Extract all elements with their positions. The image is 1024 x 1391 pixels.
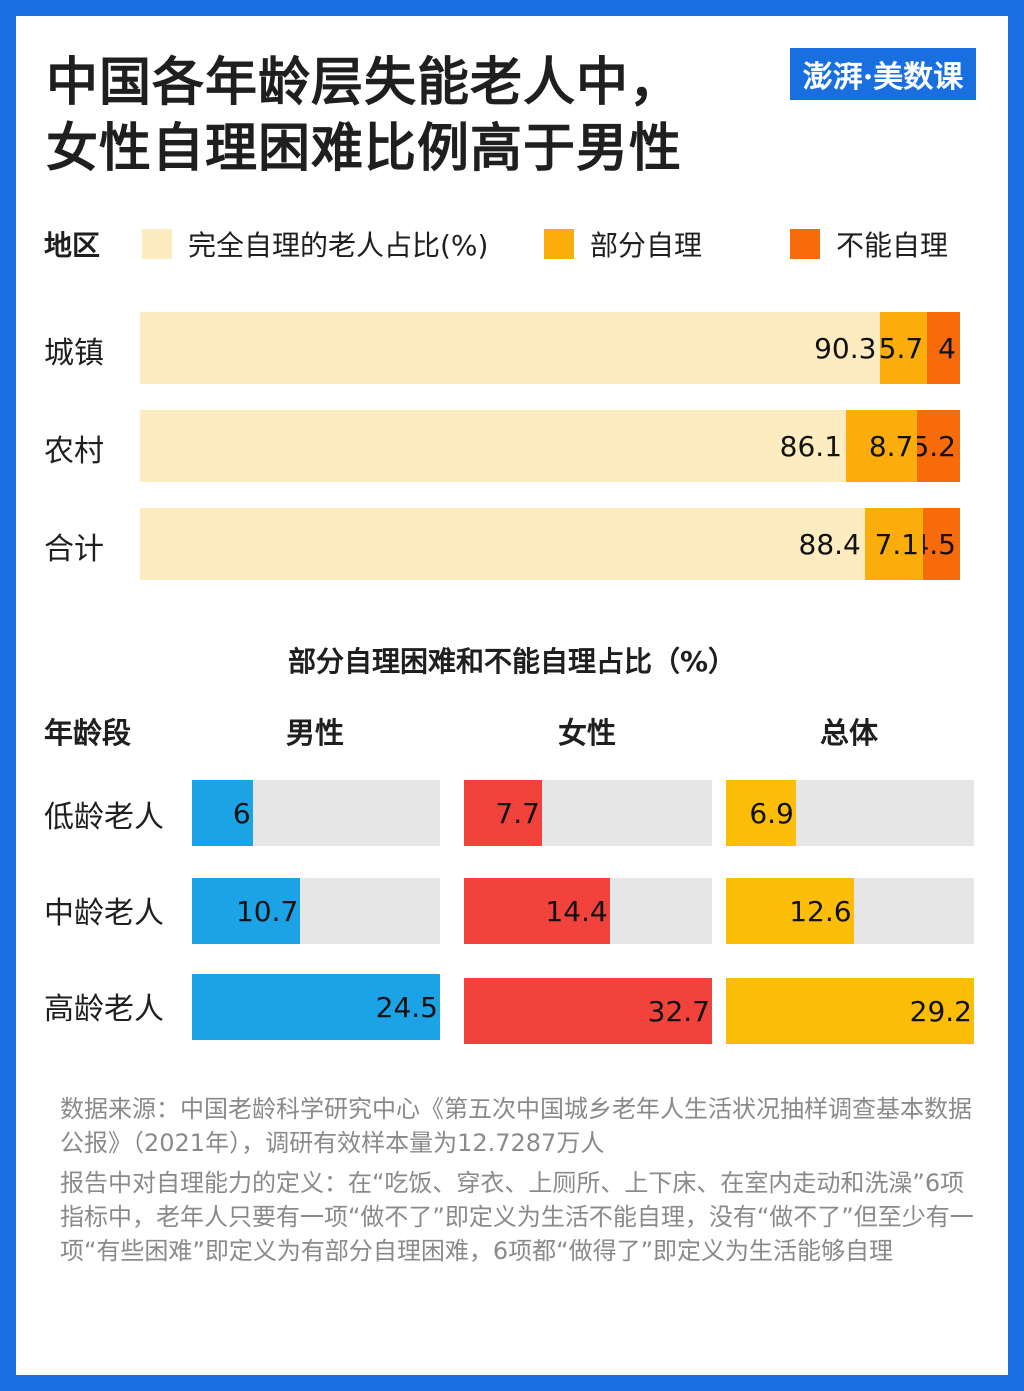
overall-column-header: 总体 (820, 716, 879, 750)
female-column-header: 女性 (558, 716, 617, 750)
bar-segment-full: 86.1 (140, 410, 847, 482)
legend-item-full: 完全自理的老人占比(%) (142, 224, 488, 264)
infographic-card: 中国各年龄层失能老人中， 女性自理困难比例高于男性 澎湃·美数课 地区 完全自理… (16, 16, 1008, 1375)
category-label: 合计 (44, 532, 104, 567)
bar-segment-full: 88.4 (140, 508, 865, 580)
source-note: 数据来源：中国老龄科学研究中心《第五次中国城乡老年人生活状况抽样调查基本数据公报… (60, 1095, 972, 1157)
category-label: 城镇 (44, 336, 104, 371)
bar-track-male: 24.5 (192, 974, 440, 1040)
bar-segment-partial: 8.7 (846, 410, 918, 482)
age-group-label: 中龄老人 (44, 896, 164, 931)
bar-female: 7.7 (464, 780, 542, 846)
bar-track-female: 7.7 (464, 780, 712, 846)
bar-segment-partial: 7.1 (864, 508, 924, 580)
legend-swatch-partial (544, 229, 574, 259)
data-label: 12.6 (789, 894, 852, 928)
bar-overall: 6.9 (726, 780, 796, 846)
data-label: 86.1 (779, 429, 843, 463)
data-label: 8.7 (868, 429, 914, 463)
category-label: 农村 (44, 434, 104, 469)
legend-region-label: 地区 (44, 229, 101, 262)
bar-segment-unable: 5.2 (917, 410, 960, 482)
data-label: 90.3 (814, 331, 877, 365)
bar-track-female: 14.4 (464, 878, 712, 944)
bar-row: 城镇 90.3 5.7 4 (16, 312, 1008, 384)
data-label: 6 (232, 796, 251, 830)
bar-track-overall: 12.6 (726, 878, 974, 944)
data-label: 10.7 (235, 894, 299, 928)
legend-swatch-full (142, 229, 172, 259)
legend-label-partial: 部分自理 (590, 229, 703, 262)
age-column-header: 年龄段 (44, 716, 132, 750)
bar-track-overall: 6.9 (726, 780, 974, 846)
bar-overall: 29.2 (726, 978, 974, 1044)
bar-segment-unable: 4.5 (923, 508, 960, 580)
bar-track-male: 10.7 (192, 878, 440, 944)
data-label: 32.7 (647, 994, 710, 1028)
legend-item-unable: 不能自理 (790, 224, 948, 264)
bar-male: 6 (192, 780, 253, 846)
bar-segment-unable: 4 (927, 312, 960, 384)
notes: 数据来源：中国老龄科学研究中心《第五次中国城乡老年人生活状况抽样调查基本数据公报… (60, 1092, 980, 1268)
data-label: 6.9 (749, 796, 794, 830)
bar-male: 10.7 (192, 878, 301, 944)
age-group-label: 低龄老人 (44, 800, 164, 835)
definition-note: 报告中对自理能力的定义：在“吃饭、穿衣、上厕所、上下床、在室内走动和洗澡”6项指… (60, 1169, 974, 1265)
age-group-label: 高龄老人 (44, 992, 164, 1027)
legend-label-unable: 不能自理 (836, 229, 949, 262)
data-label: 24.5 (375, 990, 438, 1024)
male-column-header: 男性 (286, 716, 345, 750)
data-label: 4 (938, 331, 956, 365)
data-label: 5.7 (880, 331, 924, 365)
bar-overall: 12.6 (726, 878, 854, 944)
bar-row: 合计 88.4 7.14.5 (16, 508, 1008, 580)
bar-segment-partial: 5.7 (880, 312, 928, 384)
bar-track-overall: 29.2 (726, 978, 974, 1044)
data-label: 4.5 (923, 527, 956, 561)
data-label: 14.4 (545, 894, 608, 928)
logo-text: 澎湃·美数课 (802, 60, 964, 95)
legend-swatch-unable (790, 229, 820, 259)
title-line-2: 女性自理困难比例高于男性 (46, 119, 683, 179)
data-label: 7.1 (874, 527, 920, 561)
title-line-1: 中国各年龄层失能老人中， (46, 53, 683, 113)
bar-segment-full: 90.3 (140, 312, 881, 384)
publisher-logo: 澎湃·美数课 (790, 48, 976, 100)
bar-male: 24.5 (192, 974, 440, 1040)
legend-label-full: 完全自理的老人占比(%) (188, 229, 489, 262)
bar-track-female: 32.7 (464, 978, 712, 1044)
data-label: 5.2 (917, 429, 956, 463)
data-label: 88.4 (798, 527, 861, 561)
bar-track-male: 6 (192, 780, 440, 846)
legend: 地区 完全自理的老人占比(%) 部分自理 不能自理 (16, 220, 1008, 262)
legend-item-partial: 部分自理 (544, 224, 702, 264)
page-title: 中国各年龄层失能老人中， 女性自理困难比例高于男性 (46, 50, 682, 182)
data-label: 29.2 (909, 994, 972, 1028)
section-title: 部分自理困难和不能自理占比（%） (287, 645, 737, 678)
data-label: 7.7 (495, 796, 540, 830)
bar-row: 农村 86.1 8.7 5.2 (16, 410, 1008, 482)
bar-female: 14.4 (464, 878, 610, 944)
bar-female: 32.7 (464, 978, 712, 1044)
